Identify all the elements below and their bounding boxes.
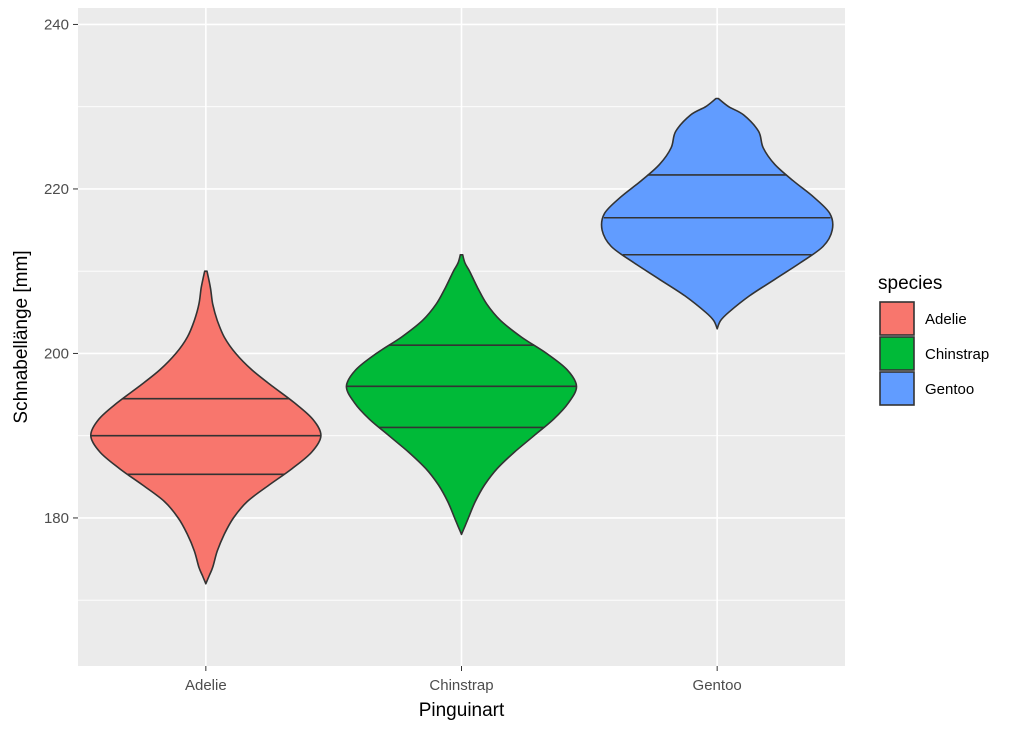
x-axis: Adelie Chinstrap Gentoo	[185, 666, 742, 694]
legend-title: species	[878, 273, 942, 294]
y-axis: 180 200 220 240	[44, 16, 78, 527]
violins	[89, 97, 834, 585]
legend-label: Adelie	[925, 311, 967, 328]
violin-adelie	[89, 270, 322, 585]
x-tick-label: Chinstrap	[429, 677, 493, 694]
violin-body	[600, 97, 834, 330]
violin-body	[345, 254, 578, 536]
legend-key-adelie	[879, 301, 915, 336]
legend: species Adelie Chinstrap Gentoo	[878, 273, 989, 406]
violin-body	[89, 270, 322, 585]
y-tick-label: 180	[44, 510, 69, 527]
y-tick-label: 220	[44, 181, 69, 198]
legend-label: Chinstrap	[925, 346, 989, 363]
x-axis-title: Pinguinart	[419, 700, 505, 721]
x-tick-label: Adelie	[185, 677, 227, 694]
legend-label: Gentoo	[925, 381, 974, 398]
y-axis-title: Schnabellänge [mm]	[11, 250, 32, 423]
x-tick-label: Gentoo	[693, 677, 742, 694]
violin-gentoo	[600, 97, 834, 330]
violin-chinstrap	[345, 254, 578, 536]
legend-key-chinstrap	[879, 336, 915, 371]
y-tick-label: 240	[44, 16, 69, 33]
legend-key-gentoo	[879, 371, 915, 406]
y-tick-label: 200	[44, 345, 69, 362]
